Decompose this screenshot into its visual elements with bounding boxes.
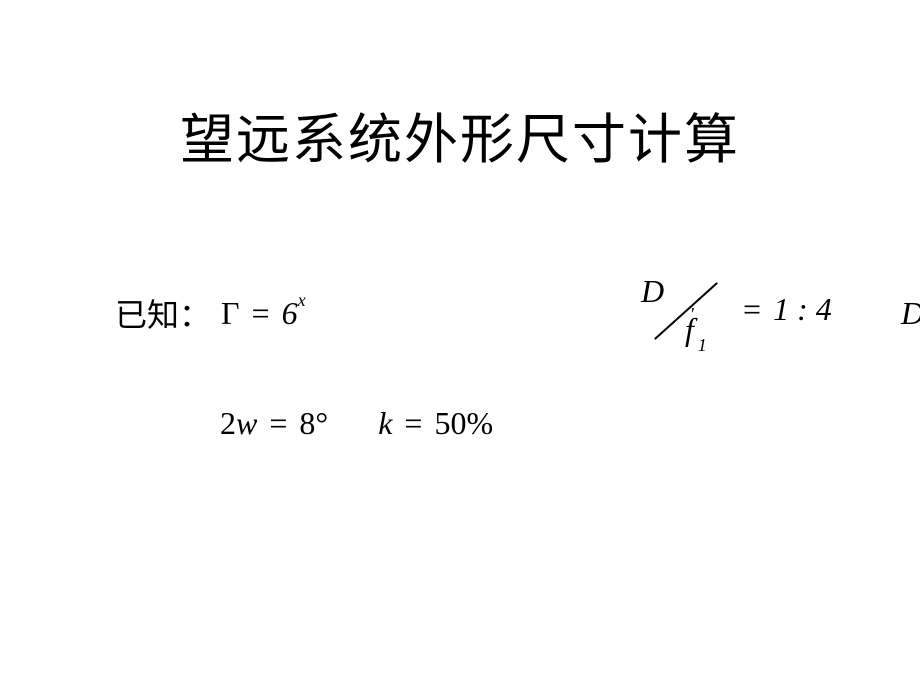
eq2-rhs: = 1 : 4 [739, 291, 832, 328]
gamma-value: 6 [282, 295, 298, 331]
gamma-symbol: Γ [221, 295, 240, 331]
k-symbol: k [378, 405, 392, 441]
known-label: 已知： [115, 290, 211, 336]
equations-line-1: 已知： Γ = 6x D f'1 = 1 : 4 D = 30mm [115, 290, 306, 336]
equation-gamma: Γ = 6x D f'1 = 1 : 4 D = 30mm [221, 295, 306, 332]
D-symbol: D [901, 295, 920, 331]
equals-sign: = [743, 291, 761, 327]
denominator-subscript: 1 [698, 335, 707, 355]
degree-unit: ° [315, 405, 328, 441]
equations-line-2: 2w = 8° k = 50% [220, 405, 493, 442]
denominator-prime: ' [690, 304, 694, 324]
w-symbol: w [236, 405, 257, 441]
equals-sign: = [252, 295, 270, 331]
fraction-denominator: f'1 [685, 311, 707, 352]
equation-k: k = 50% [378, 405, 493, 442]
ratio-value: 1 : 4 [773, 291, 832, 327]
fraction-numerator: D [641, 273, 664, 310]
coeff-2: 2 [220, 405, 236, 441]
equation-D: D = 30mm [901, 295, 920, 332]
percent-unit: % [466, 405, 493, 441]
equals-sign: = [404, 405, 422, 441]
page-title: 望远系统外形尺寸计算 [180, 95, 740, 174]
k-value: 50 [434, 405, 466, 441]
w-value: 8 [299, 405, 315, 441]
equation-D-over-f: D f'1 = 1 : 4 [641, 275, 731, 353]
equals-sign: = [269, 405, 287, 441]
gamma-superscript: x [298, 290, 306, 310]
equation-2w: 2w = 8° [220, 405, 328, 442]
fraction-slash: D f'1 [641, 275, 731, 345]
